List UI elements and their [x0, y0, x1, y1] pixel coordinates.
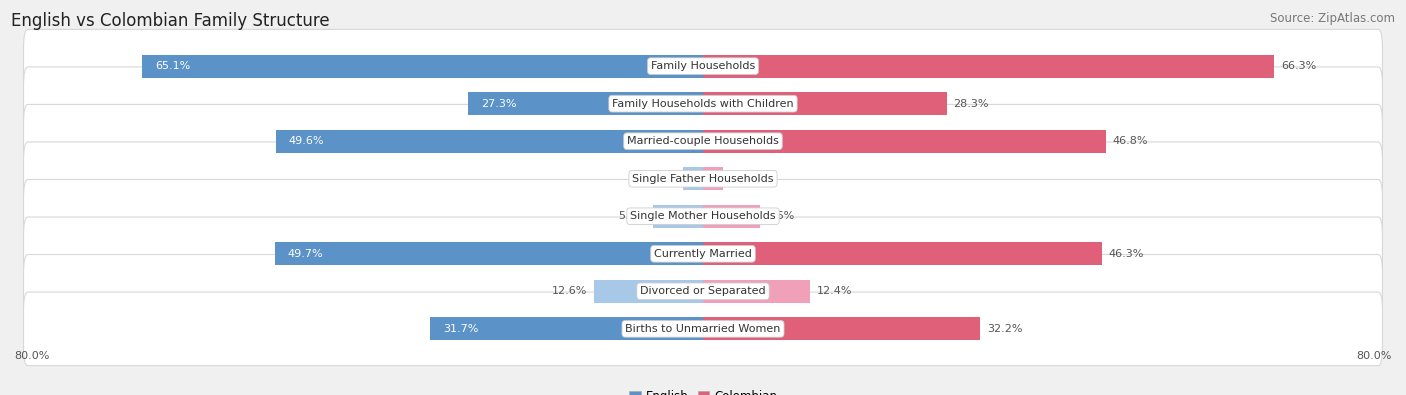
Text: 6.6%: 6.6% [766, 211, 794, 221]
Text: 31.7%: 31.7% [443, 324, 478, 334]
Bar [276, 242, 703, 265]
Text: 65.1%: 65.1% [155, 61, 191, 71]
Text: Currently Married: Currently Married [654, 249, 752, 259]
Text: Single Mother Households: Single Mother Households [630, 211, 776, 221]
Bar [703, 280, 810, 303]
Legend: English, Colombian: English, Colombian [624, 385, 782, 395]
FancyBboxPatch shape [24, 142, 1382, 216]
Text: 27.3%: 27.3% [481, 99, 516, 109]
Text: English vs Colombian Family Structure: English vs Colombian Family Structure [11, 12, 330, 30]
FancyBboxPatch shape [24, 29, 1382, 103]
Text: Births to Unmarried Women: Births to Unmarried Women [626, 324, 780, 334]
FancyBboxPatch shape [24, 104, 1382, 178]
FancyBboxPatch shape [24, 217, 1382, 291]
Text: 49.7%: 49.7% [288, 249, 323, 259]
Text: 2.3%: 2.3% [730, 174, 758, 184]
Bar [703, 205, 759, 228]
FancyBboxPatch shape [24, 67, 1382, 141]
Text: 32.2%: 32.2% [987, 324, 1022, 334]
Text: Married-couple Households: Married-couple Households [627, 136, 779, 146]
Text: 12.6%: 12.6% [553, 286, 588, 296]
Bar [703, 55, 1274, 78]
FancyBboxPatch shape [24, 179, 1382, 253]
Text: Source: ZipAtlas.com: Source: ZipAtlas.com [1270, 12, 1395, 25]
Bar [703, 242, 1102, 265]
Bar [142, 55, 703, 78]
Text: 2.3%: 2.3% [648, 174, 676, 184]
Text: Single Father Households: Single Father Households [633, 174, 773, 184]
Text: 80.0%: 80.0% [1357, 351, 1392, 361]
Bar [595, 280, 703, 303]
Bar [276, 130, 703, 153]
Bar [652, 205, 703, 228]
Text: Divorced or Separated: Divorced or Separated [640, 286, 766, 296]
Bar [703, 92, 946, 115]
Bar [683, 167, 703, 190]
Text: 46.3%: 46.3% [1108, 249, 1144, 259]
Text: 28.3%: 28.3% [953, 99, 988, 109]
Bar [703, 317, 980, 340]
Text: Family Households: Family Households [651, 61, 755, 71]
Text: 49.6%: 49.6% [288, 136, 325, 146]
Text: 66.3%: 66.3% [1281, 61, 1316, 71]
FancyBboxPatch shape [24, 254, 1382, 328]
FancyBboxPatch shape [24, 292, 1382, 366]
Bar [430, 317, 703, 340]
Text: 12.4%: 12.4% [817, 286, 852, 296]
Text: 5.8%: 5.8% [617, 211, 647, 221]
Text: Family Households with Children: Family Households with Children [612, 99, 794, 109]
Bar [468, 92, 703, 115]
Text: 80.0%: 80.0% [14, 351, 49, 361]
Bar [703, 167, 723, 190]
Bar [703, 130, 1107, 153]
Text: 46.8%: 46.8% [1114, 136, 1149, 146]
